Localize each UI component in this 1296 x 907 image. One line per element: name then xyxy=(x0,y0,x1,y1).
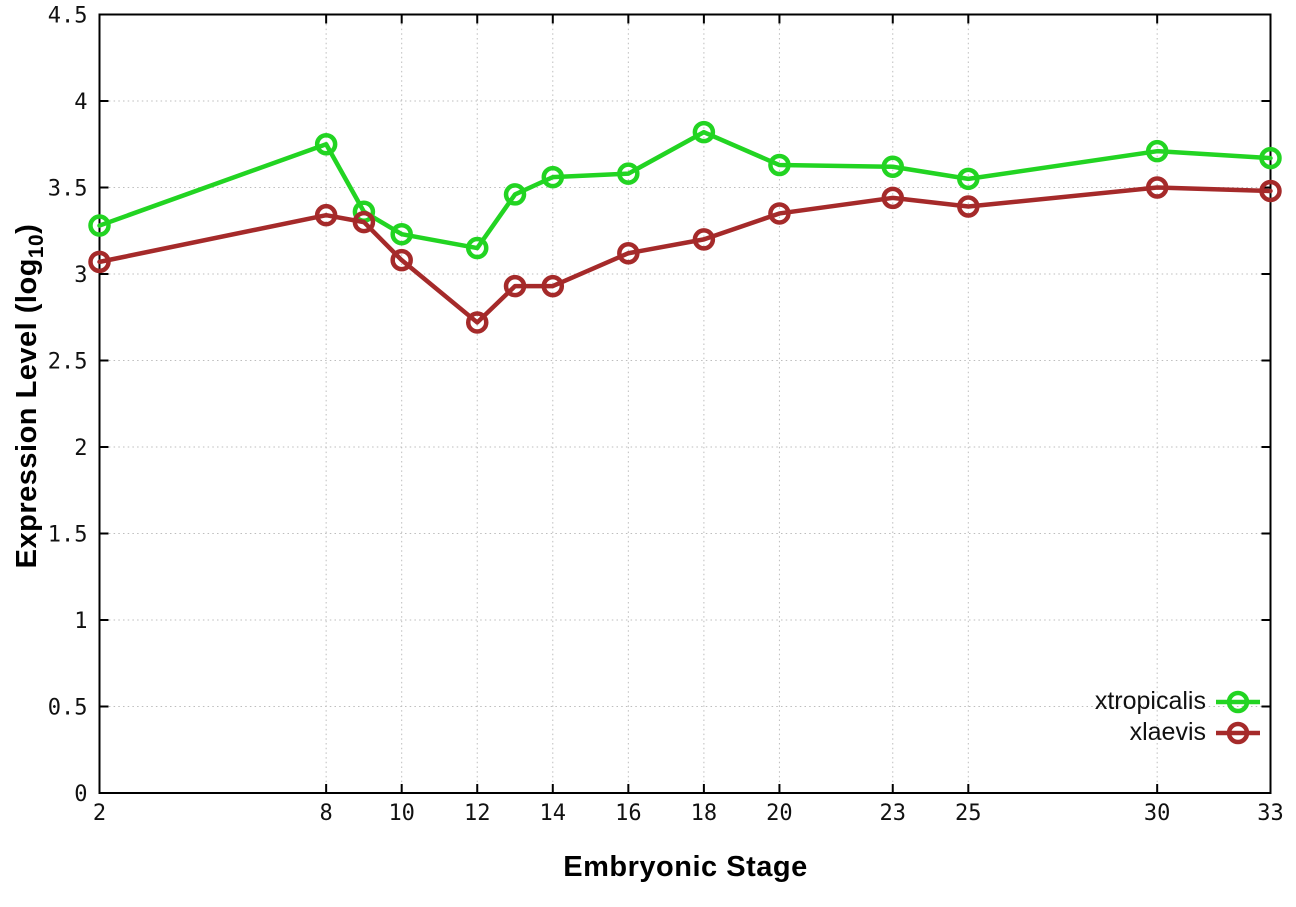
y-tick-label: 4 xyxy=(74,90,87,115)
data-point-xtropicalis xyxy=(390,222,413,246)
plot-border xyxy=(98,13,1272,794)
x-tick-label: 14 xyxy=(540,801,567,826)
y-tick-label: 4.5 xyxy=(48,4,88,29)
data-point-xtropicalis xyxy=(1145,139,1169,163)
legend-label: xtropicalis xyxy=(1094,687,1206,715)
data-point-xlaevis xyxy=(1259,179,1282,203)
x-tick-label: 33 xyxy=(1257,801,1284,826)
data-point-xlaevis xyxy=(768,202,791,225)
data-point-xlaevis xyxy=(390,248,413,272)
y-axis-title: Expression Level (log10) xyxy=(11,224,49,569)
legend-entry-xlaevis: xlaevis xyxy=(1130,717,1261,748)
y-tick-label: 2 xyxy=(74,436,87,461)
x-tick-label: 12 xyxy=(464,801,491,826)
data-point-xtropicalis xyxy=(88,214,111,237)
data-point-xtropicalis xyxy=(503,183,527,206)
y-tick-label: 0.5 xyxy=(48,696,88,721)
legend-label: xlaevis xyxy=(1129,718,1206,746)
y-tick-label: 2.5 xyxy=(48,350,88,375)
y-tick-label: 3.5 xyxy=(48,177,88,202)
data-point-xtropicalis xyxy=(1259,146,1282,170)
data-point-xlaevis xyxy=(617,241,640,265)
x-tick-label: 30 xyxy=(1144,801,1171,826)
y-axis-title-main: Expression Level (log xyxy=(11,258,44,569)
data-point-xtropicalis xyxy=(957,167,980,191)
series-line-xtropicalis xyxy=(97,129,1273,251)
data-point-xtropicalis xyxy=(768,153,791,177)
data-point-xtropicalis xyxy=(541,165,565,189)
legend-marker-xlaevis xyxy=(1216,721,1260,744)
x-tick-label: 25 xyxy=(955,801,982,826)
data-point-xtropicalis xyxy=(617,162,640,185)
data-point-xlaevis xyxy=(503,274,527,298)
legend: xtropicalis xlaevis xyxy=(1095,686,1261,748)
y-tick-label: 0 xyxy=(74,782,87,807)
legend-marker-xtropicalis xyxy=(1216,690,1260,713)
data-point-xtropicalis xyxy=(881,155,905,178)
data-point-xlaevis xyxy=(957,195,980,218)
x-axis-title: Embryonic Stage xyxy=(563,851,808,883)
data-point-xlaevis xyxy=(692,228,716,251)
x-tick-label: 16 xyxy=(615,801,642,826)
data-point-xtropicalis xyxy=(465,236,489,260)
y-tick-label: 3 xyxy=(74,263,87,288)
data-point-xlaevis xyxy=(314,203,338,227)
x-tick-label: 10 xyxy=(388,801,415,826)
y-axis-title-subscript: 10 xyxy=(24,233,48,259)
data-point-xtropicalis xyxy=(314,133,338,156)
data-point-xlaevis xyxy=(541,274,565,298)
data-point-xlaevis xyxy=(881,186,905,210)
y-tick-label: 1.5 xyxy=(48,523,88,548)
data-point-xlaevis xyxy=(88,250,111,274)
x-tick-label: 23 xyxy=(880,801,907,826)
legend-entry-xtropicalis: xtropicalis xyxy=(1095,686,1261,717)
data-point-xlaevis xyxy=(1145,176,1169,199)
series-line-xlaevis xyxy=(97,185,1273,325)
data-point-xlaevis xyxy=(465,311,489,334)
x-tick-label: 8 xyxy=(320,801,333,826)
y-tick-label: 1 xyxy=(74,609,87,634)
data-point-xtropicalis xyxy=(692,120,716,144)
x-tick-label: 2 xyxy=(93,801,106,826)
x-tick-label: 18 xyxy=(691,801,718,826)
data-point-xlaevis xyxy=(352,210,376,234)
x-tick-label: 20 xyxy=(766,801,793,826)
y-axis-title-close: ) xyxy=(11,223,44,234)
